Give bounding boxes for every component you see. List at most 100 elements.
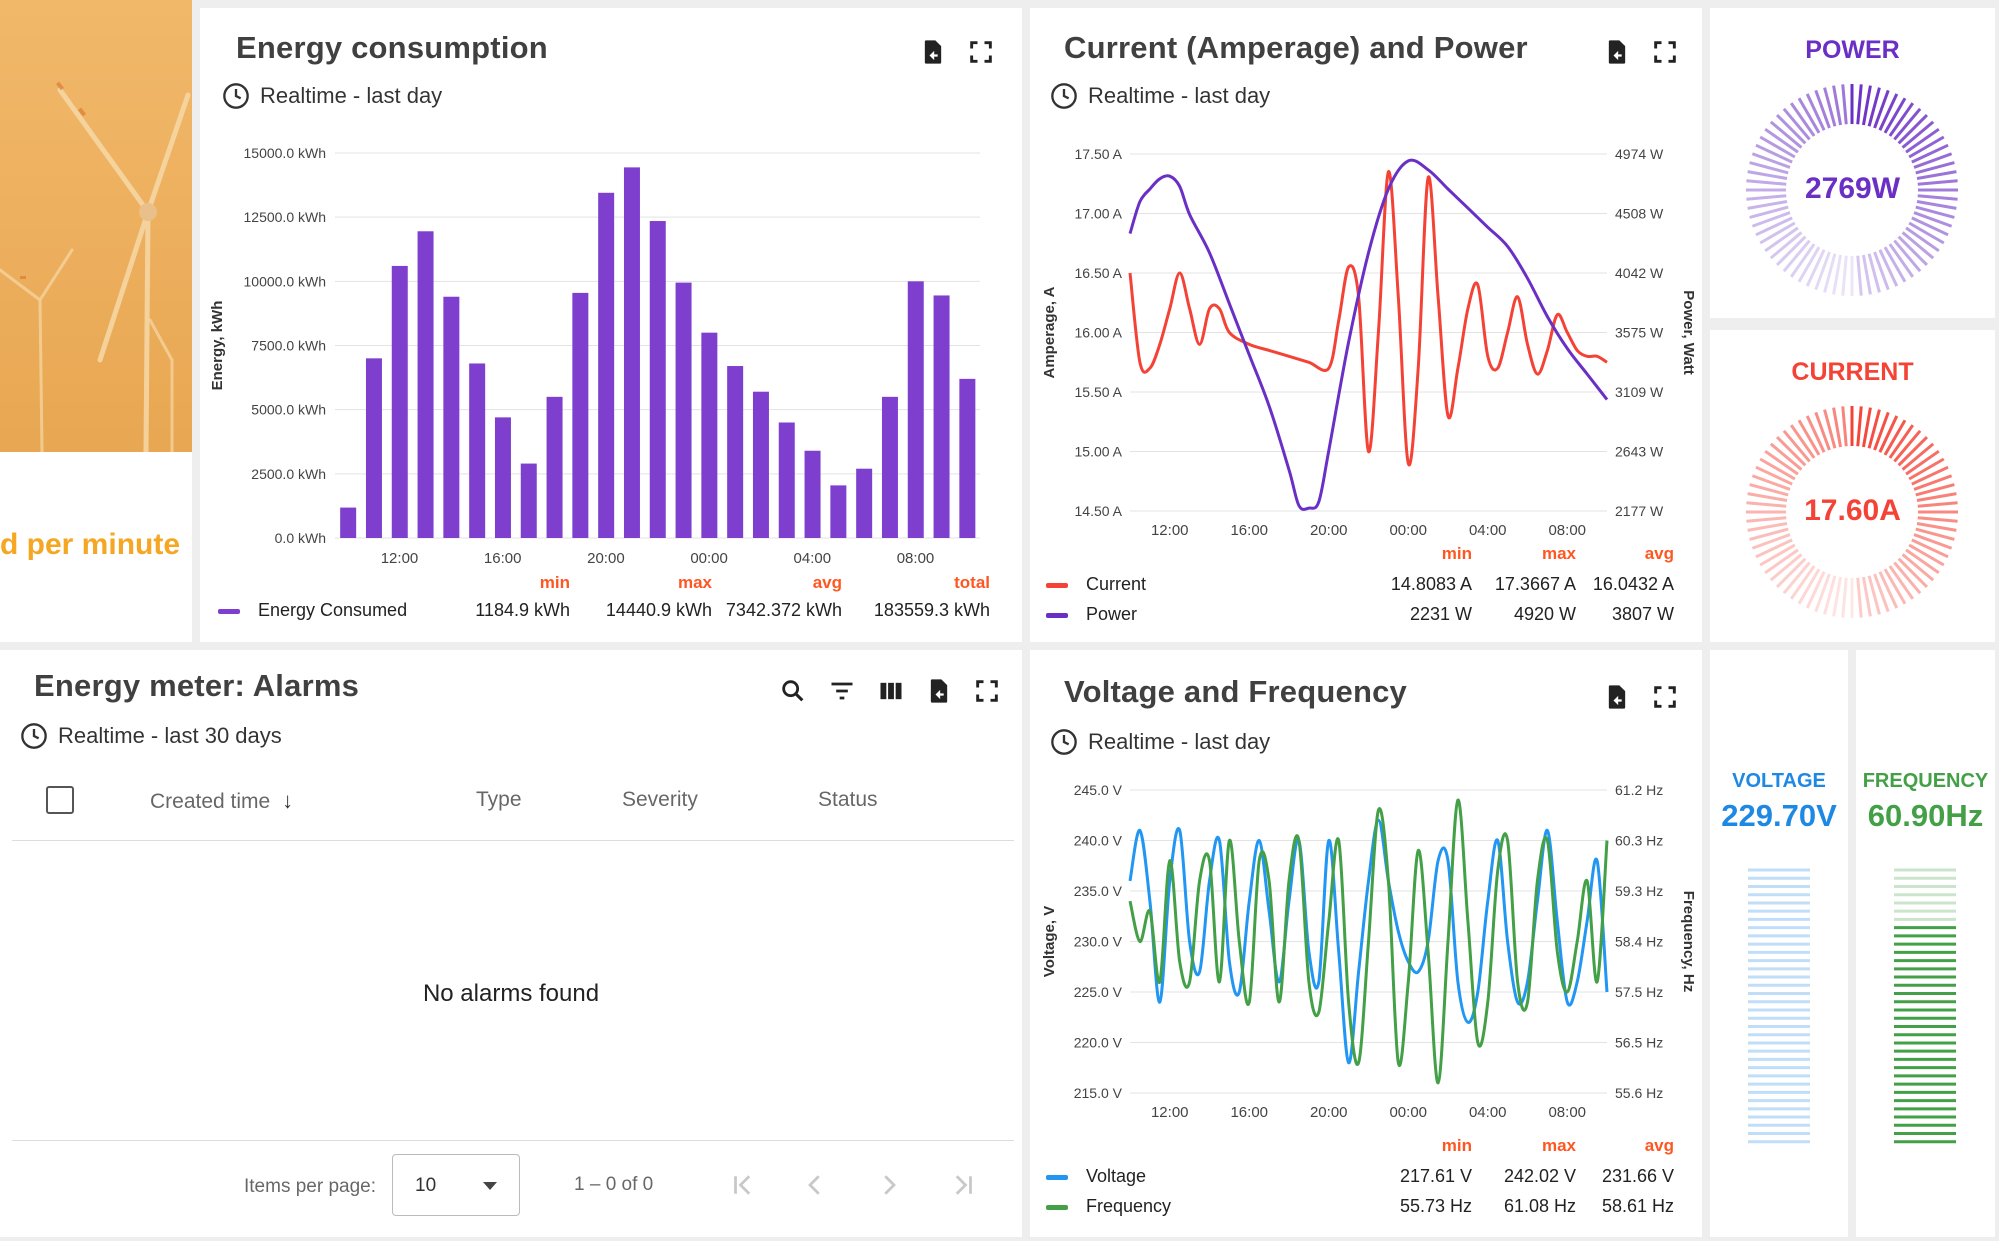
gauge-tick: [1893, 239, 1922, 273]
items-per-page-label: Items per page:: [244, 1176, 377, 1197]
gauge-tick: [1789, 243, 1816, 278]
export-button[interactable]: [916, 35, 950, 69]
search-icon: [782, 680, 804, 702]
legend-current-min: 14.8083 A: [1390, 574, 1472, 594]
y-tick-label: 235.0 V: [1074, 883, 1123, 899]
fullscreen-button[interactable]: [1648, 35, 1682, 69]
legend-header-max: max: [1541, 1136, 1576, 1155]
gauge-tick: [1915, 483, 1955, 497]
energy-bar: [520, 463, 537, 538]
y-tick-label: 215.0 V: [1074, 1085, 1123, 1101]
gauge-tick: [1861, 407, 1872, 448]
gauge-tick: [1746, 501, 1787, 508]
gauge-tick: [1775, 557, 1807, 589]
gauge-tick: [1878, 415, 1899, 453]
fullscreen-button[interactable]: [964, 35, 998, 69]
clock-icon: [21, 723, 47, 749]
gauge-tick: [1913, 211, 1953, 228]
x-tick-label: 16:00: [1230, 1104, 1268, 1121]
energy-bar: [649, 221, 666, 538]
energy-bar: [365, 358, 382, 538]
clock-icon: [223, 83, 249, 109]
gauge-tick: [1883, 97, 1907, 134]
legend-item-power[interactable]: Power: [1086, 604, 1138, 624]
next-page-button[interactable]: [874, 1170, 908, 1200]
gauge-value: 2769W: [1804, 172, 1901, 205]
gauge-tick: [1915, 205, 1955, 219]
previous-page-button[interactable]: [800, 1170, 834, 1200]
select-all-checkbox[interactable]: [46, 786, 74, 814]
last-page-button[interactable]: [948, 1170, 982, 1200]
legend-item-energy[interactable]: Energy Consumed: [258, 600, 408, 620]
voltage-frequency-card: Voltage and Frequency Realtime - last da…: [1030, 650, 1702, 1237]
page-size-value: 10: [415, 1175, 437, 1196]
energy-bar: [778, 422, 795, 538]
x-tick-label: 08:00: [1548, 1104, 1586, 1121]
gauge-value: 60.90Hz: [1867, 798, 1984, 833]
y-tick-label: 10000.0 kWh: [244, 273, 327, 289]
page-size-select[interactable]: 10: [392, 1154, 520, 1216]
series-line-frequency: [1128, 798, 1609, 1085]
gauge-tick: [1797, 419, 1821, 456]
frequency-gauge-card: FREQUENCY 60.90Hz: [1856, 650, 1995, 1237]
y-axis-label: Voltage, V: [1041, 906, 1058, 977]
export-button[interactable]: [1600, 35, 1634, 69]
columns-button[interactable]: [874, 674, 908, 708]
gauge-tick: [1755, 143, 1793, 164]
gauge-tick: [1911, 538, 1949, 559]
column-header-status[interactable]: Status: [818, 788, 878, 811]
dropdown-arrow-icon: [483, 1182, 497, 1190]
gauge-tick: [1901, 231, 1935, 260]
gauge-tick: [1883, 568, 1907, 605]
energy-bar: [598, 192, 615, 538]
legend-item-voltage[interactable]: Voltage: [1086, 1166, 1147, 1186]
energy-bar: [881, 396, 898, 538]
gauge-tick: [1917, 516, 1958, 523]
y-tick-label: 17.00 A: [1075, 206, 1123, 222]
export-button[interactable]: [922, 674, 956, 708]
legend-frequency-max: 61.08 Hz: [1503, 1196, 1576, 1216]
search-button[interactable]: [776, 674, 810, 708]
legend-swatch-frequency: [1046, 1205, 1068, 1210]
legend-header-total: total: [954, 573, 990, 592]
x-tick-label: 00:00: [1389, 1104, 1427, 1121]
filter-button[interactable]: [825, 674, 859, 708]
y-tick-label: 17.50 A: [1075, 146, 1123, 162]
footer-divider: [12, 1140, 1014, 1141]
y2-tick-label: 4508 W: [1615, 206, 1664, 222]
x-tick-label: 00:00: [690, 550, 728, 567]
gauge-tick: [1764, 449, 1799, 476]
x-tick-label: 12:00: [1151, 522, 1189, 539]
gauge-tick: [1782, 107, 1811, 141]
export-button[interactable]: [1600, 680, 1634, 714]
gauge-tick: [1805, 571, 1826, 609]
gauge-tick: [1759, 135, 1796, 159]
fullscreen-button[interactable]: [970, 674, 1004, 708]
legend-header-avg: avg: [1644, 1136, 1674, 1155]
column-header-severity[interactable]: Severity: [622, 788, 698, 811]
gauge-tick: [1775, 235, 1807, 267]
legend-item-current[interactable]: Current: [1086, 574, 1147, 594]
y-tick-label: 230.0 V: [1074, 934, 1123, 950]
y2-tick-label: 3575 W: [1615, 325, 1664, 341]
gauge-tick: [1759, 543, 1796, 567]
gauge-tick: [1916, 492, 1957, 503]
clock-icon: [1051, 83, 1077, 109]
column-header-type[interactable]: Type: [476, 788, 522, 811]
gauge-tick: [1888, 424, 1915, 459]
gauge-tick: [1782, 561, 1811, 595]
gauge-tick: [1832, 85, 1843, 126]
legend-item-frequency[interactable]: Frequency: [1086, 1196, 1172, 1216]
gauge-tick: [1814, 411, 1831, 451]
gauge-tick: [1823, 87, 1837, 127]
gauge-tick: [1873, 411, 1890, 451]
gauge-tick: [1917, 194, 1958, 201]
fullscreen-button[interactable]: [1648, 680, 1682, 714]
first-page-button[interactable]: [728, 1170, 762, 1200]
y2-tick-label: 60.3 Hz: [1615, 833, 1663, 849]
energy-bar: [830, 485, 847, 538]
gauge-tick: [1797, 568, 1821, 605]
column-header-created-time[interactable]: Created time ↓: [150, 788, 293, 814]
gauge-label: FREQUENCY: [1862, 770, 1989, 792]
empty-message: No alarms found: [422, 980, 600, 1007]
